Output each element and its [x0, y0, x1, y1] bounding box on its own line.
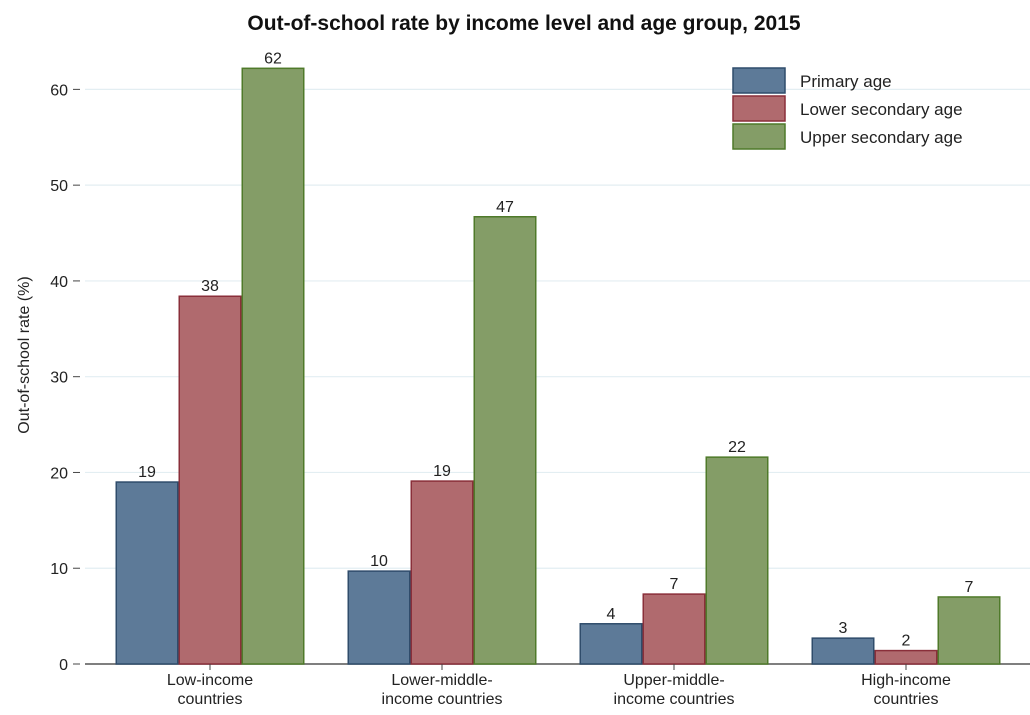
bar: [241, 67, 305, 665]
bar: [579, 623, 643, 665]
bar: [347, 570, 411, 665]
bar: [178, 295, 242, 665]
bar: [811, 637, 875, 665]
bars: [115, 67, 1001, 665]
legend-label: Lower secondary age: [800, 100, 963, 119]
x-tick-label: High-income countries: [861, 672, 951, 708]
y-tick-label: 20: [50, 465, 68, 482]
y-tick-label: 0: [59, 657, 68, 674]
x-tick-label: Lower-middle-income countries: [382, 672, 503, 708]
data-label: 4: [607, 606, 616, 623]
y-axis-ticks: 0 10 20 30 40 50 60: [50, 82, 80, 674]
data-label: 10: [370, 553, 388, 570]
y-tick-label: 50: [50, 178, 68, 195]
data-label: 3: [839, 620, 848, 637]
y-tick-label: 60: [50, 82, 68, 99]
data-label: 62: [264, 50, 282, 67]
y-tick-label: 10: [50, 561, 68, 578]
bar: [874, 649, 938, 665]
legend-label: Upper secondary age: [800, 128, 963, 147]
legend-label: Primary age: [800, 72, 892, 91]
legend-swatch: [732, 95, 786, 122]
y-tick-label: 30: [50, 370, 68, 387]
data-label: 7: [670, 576, 679, 593]
data-label: 19: [138, 464, 156, 481]
y-tick-label: 40: [50, 274, 68, 291]
bar: [473, 216, 537, 665]
x-tick-label: Low-income countries: [167, 672, 253, 708]
bar: [937, 596, 1001, 665]
data-label: 47: [496, 199, 514, 216]
data-label: 38: [201, 278, 219, 295]
bar: [115, 481, 179, 665]
bar: [642, 593, 706, 665]
chart-title: Out-of-school rate by income level and a…: [247, 12, 800, 35]
legend-swatch: [732, 123, 786, 150]
bar: [410, 480, 474, 665]
legend-swatch: [732, 67, 786, 94]
x-axis-ticks: Low-income countries Lower-middle-income c…: [167, 664, 951, 708]
data-label: 19: [433, 463, 451, 480]
x-tick-label: Upper-middle-income countries: [614, 672, 735, 708]
y-axis-label: Out-of-school rate (%): [16, 276, 33, 433]
legend: Primary age Lower secondary age Upper seco…: [732, 67, 963, 150]
bar: [705, 456, 769, 665]
data-label: 7: [965, 579, 974, 596]
data-label: 2: [902, 633, 911, 650]
data-label: 22: [728, 439, 746, 456]
